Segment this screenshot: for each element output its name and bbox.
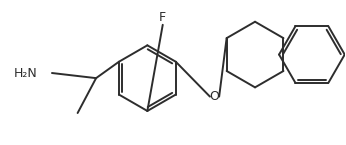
Text: H₂N: H₂N: [14, 67, 38, 79]
Text: F: F: [159, 11, 166, 24]
Text: O: O: [209, 90, 219, 103]
